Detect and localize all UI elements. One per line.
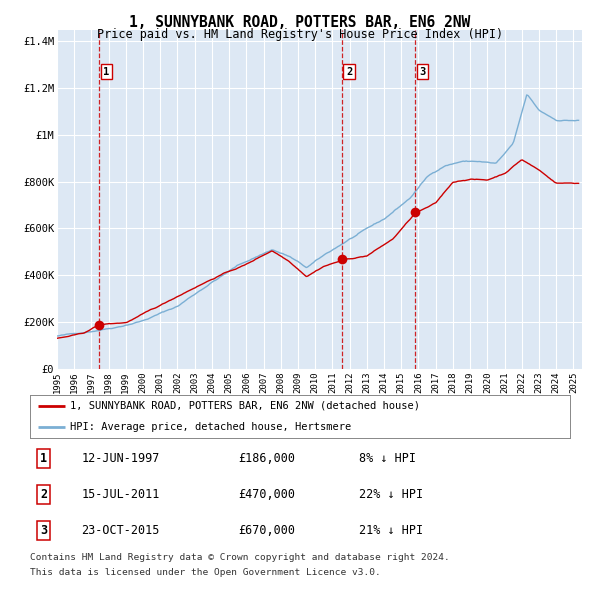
- Text: 2: 2: [40, 488, 47, 501]
- Text: 1, SUNNYBANK ROAD, POTTERS BAR, EN6 2NW: 1, SUNNYBANK ROAD, POTTERS BAR, EN6 2NW: [130, 15, 470, 30]
- Text: Contains HM Land Registry data © Crown copyright and database right 2024.: Contains HM Land Registry data © Crown c…: [30, 553, 450, 562]
- Text: 1, SUNNYBANK ROAD, POTTERS BAR, EN6 2NW (detached house): 1, SUNNYBANK ROAD, POTTERS BAR, EN6 2NW …: [71, 401, 421, 411]
- Text: 2: 2: [346, 67, 352, 77]
- Text: HPI: Average price, detached house, Hertsmere: HPI: Average price, detached house, Hert…: [71, 422, 352, 432]
- Text: £470,000: £470,000: [238, 488, 295, 501]
- Text: Price paid vs. HM Land Registry's House Price Index (HPI): Price paid vs. HM Land Registry's House …: [97, 28, 503, 41]
- Text: £186,000: £186,000: [238, 452, 295, 465]
- Text: 3: 3: [40, 524, 47, 537]
- Text: 1: 1: [103, 67, 110, 77]
- Text: 15-JUL-2011: 15-JUL-2011: [82, 488, 160, 501]
- Text: 12-JUN-1997: 12-JUN-1997: [82, 452, 160, 465]
- Text: 23-OCT-2015: 23-OCT-2015: [82, 524, 160, 537]
- Text: £670,000: £670,000: [238, 524, 295, 537]
- Text: This data is licensed under the Open Government Licence v3.0.: This data is licensed under the Open Gov…: [30, 568, 381, 576]
- Text: 1: 1: [40, 452, 47, 465]
- Text: 22% ↓ HPI: 22% ↓ HPI: [359, 488, 424, 501]
- Text: 8% ↓ HPI: 8% ↓ HPI: [359, 452, 416, 465]
- Text: 3: 3: [419, 67, 426, 77]
- Text: 21% ↓ HPI: 21% ↓ HPI: [359, 524, 424, 537]
